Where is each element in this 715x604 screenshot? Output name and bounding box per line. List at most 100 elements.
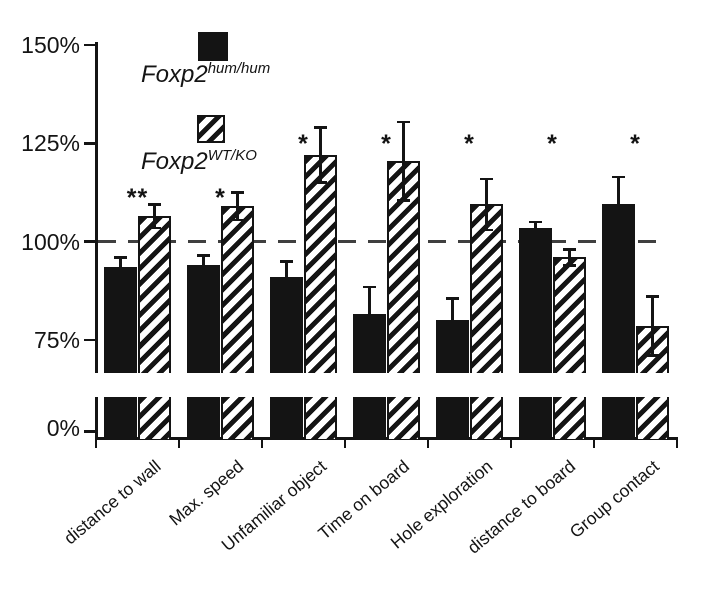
- bar-hum-hole-exploration-stub: [436, 396, 469, 439]
- y-axis-line-lower: [95, 396, 98, 440]
- y-tick-mark-150: [84, 43, 96, 47]
- bar-hum-time-on-board-stub: [353, 396, 386, 439]
- bar-hum-max-speed-stub: [187, 396, 220, 439]
- significance-marker-distance-to-board: *: [547, 130, 558, 158]
- bar-hum-time-on-board-errorbar: [368, 286, 371, 319]
- bar-wtko-time-on-board-errorbar: [402, 121, 405, 201]
- reference-line-100pct: [98, 240, 660, 243]
- y-tick-label-75: 75%: [33, 327, 80, 353]
- x-tick-mark-6: [593, 439, 595, 448]
- bar-wtko-distance-to-wall-errorcap-bottom: [148, 226, 161, 230]
- y-tick-mark-125: [84, 142, 96, 145]
- bar-wtko-distance-to-wall-errorcap-top: [148, 203, 161, 206]
- bar-wtko-distance-to-board-stub: [553, 396, 586, 439]
- bar-wtko-group-contact-errorcap-top: [646, 295, 659, 298]
- bar-hum-group-contact-errorbar: [617, 176, 620, 209]
- significance-marker-distance-to-wall: **: [126, 184, 149, 212]
- x-axis-line: [95, 437, 678, 440]
- x-tick-mark-7: [676, 439, 678, 448]
- bar-hum-distance-to-board-stub: [519, 396, 552, 439]
- x-tick-mark-3: [344, 439, 346, 448]
- bar-hum-time-on-board-upper: [353, 314, 386, 373]
- bar-hum-group-contact-errorcap-top: [612, 175, 625, 179]
- bar-wtko-time-on-board-stub: [387, 396, 420, 439]
- legend-label-wtko-sup: WT/KO: [207, 147, 257, 164]
- bar-hum-max-speed-upper: [187, 265, 220, 373]
- bar-wtko-unfamiliar-object-stub: [304, 396, 337, 439]
- bar-hum-max-speed-errorcap-top: [197, 254, 210, 257]
- bar-wtko-max-speed-errorbar: [236, 192, 239, 221]
- x-tick-mark-4: [427, 439, 429, 448]
- legend-label-wtko: Foxp2WT/KO: [141, 147, 257, 176]
- bar-wtko-group-contact-errorcap-bottom: [646, 354, 659, 357]
- bar-wtko-max-speed-errorcap-bottom: [231, 218, 244, 222]
- bar-hum-distance-to-wall-errorcap-top: [114, 256, 127, 259]
- bar-wtko-unfamiliar-object-errorcap-top: [314, 126, 327, 129]
- x-tick-mark-0: [95, 439, 97, 448]
- significance-marker-unfamiliar-object: *: [298, 130, 309, 158]
- bar-hum-unfamiliar-object-stub: [270, 396, 303, 439]
- bar-hum-hole-exploration-errorbar: [451, 298, 454, 325]
- x-category-label-group-contact: Group contact: [565, 456, 663, 542]
- bar-wtko-time-on-board-errorcap-top: [397, 120, 410, 124]
- bar-hum-max-speed-errorbar: [202, 255, 205, 270]
- x-tick-mark-5: [510, 439, 512, 448]
- significance-marker-max-speed: *: [215, 184, 226, 212]
- y-tick-label-100: 100%: [21, 228, 80, 255]
- bar-wtko-unfamiliar-object-upper: [304, 155, 337, 373]
- bar-wtko-max-speed-stub: [221, 396, 254, 439]
- significance-marker-hole-exploration: *: [464, 130, 475, 158]
- y-tick-label-150: 150%: [21, 32, 80, 59]
- x-tick-mark-1: [178, 439, 180, 448]
- y-tick-label-125: 125%: [21, 130, 80, 157]
- x-category-label-distance-to-wall: distance to wall: [59, 456, 165, 549]
- bar-wtko-distance-to-wall-upper: [138, 216, 171, 373]
- x-tick-mark-2: [261, 439, 263, 448]
- bar-hum-distance-to-wall-errorbar: [119, 257, 122, 272]
- significance-marker-time-on-board: *: [381, 130, 392, 158]
- bar-wtko-unfamiliar-object-errorbar: [319, 127, 322, 183]
- bar-wtko-max-speed-upper: [221, 206, 254, 373]
- bar-hum-unfamiliar-object-errorcap-top: [280, 260, 293, 263]
- bar-wtko-distance-to-board-errorcap-top: [563, 248, 576, 251]
- legend-swatch-hatched: [197, 115, 225, 143]
- bar-hum-hole-exploration-upper: [436, 320, 469, 373]
- x-category-label-max-speed: Max. speed: [165, 456, 248, 530]
- bar-wtko-hole-exploration-errorcap-top: [480, 177, 493, 181]
- bar-hum-hole-exploration-errorcap-top: [446, 297, 459, 300]
- bar-hum-unfamiliar-object-upper: [270, 277, 303, 373]
- bar-wtko-distance-to-wall-stub: [138, 396, 171, 439]
- bar-hum-distance-to-board-errorcap-top: [529, 220, 542, 224]
- legend-swatch-solid: [198, 32, 228, 61]
- significance-marker-group-contact: *: [630, 130, 641, 158]
- y-tick-mark-100: [84, 240, 96, 243]
- bar-hum-distance-to-board-upper: [519, 227, 552, 373]
- y-tick-label-0: 0%: [46, 415, 80, 441]
- bar-wtko-hole-exploration-stub: [470, 396, 503, 439]
- legend-label-hum-sup: hum/hum: [207, 60, 271, 77]
- bar-hum-unfamiliar-object-errorbar: [285, 261, 288, 282]
- bar-hum-group-contact-upper: [602, 204, 635, 373]
- bar-wtko-group-contact-errorbar: [651, 296, 654, 356]
- y-tick-mark-0: [84, 430, 96, 433]
- bar-wtko-hole-exploration-errorcap-bottom: [480, 228, 493, 232]
- y-tick-mark-75: [84, 338, 96, 342]
- bar-hum-distance-to-wall-upper: [104, 267, 137, 373]
- bar-wtko-distance-to-board-errorcap-bottom: [563, 264, 576, 267]
- legend-label-hum-text: Foxp2: [141, 61, 208, 88]
- bar-hum-group-contact-stub: [602, 396, 635, 439]
- bar-wtko-group-contact-stub: [636, 396, 669, 439]
- y-axis-line-upper: [95, 42, 98, 373]
- bar-wtko-time-on-board-upper: [387, 161, 420, 373]
- bar-hum-distance-to-wall-stub: [104, 396, 137, 439]
- bar-hum-distance-to-board-errorbar: [534, 222, 537, 232]
- bar-wtko-hole-exploration-errorbar: [485, 178, 488, 230]
- bar-wtko-distance-to-board-errorbar: [568, 249, 571, 266]
- bar-wtko-distance-to-wall-errorbar: [153, 204, 156, 228]
- bar-wtko-unfamiliar-object-errorcap-bottom: [314, 181, 327, 184]
- legend-label-wtko-text: Foxp2: [141, 148, 208, 175]
- bar-wtko-max-speed-errorcap-top: [231, 191, 244, 194]
- bar-wtko-distance-to-board-upper: [553, 257, 586, 373]
- legend-label-hum: Foxp2hum/hum: [141, 60, 270, 89]
